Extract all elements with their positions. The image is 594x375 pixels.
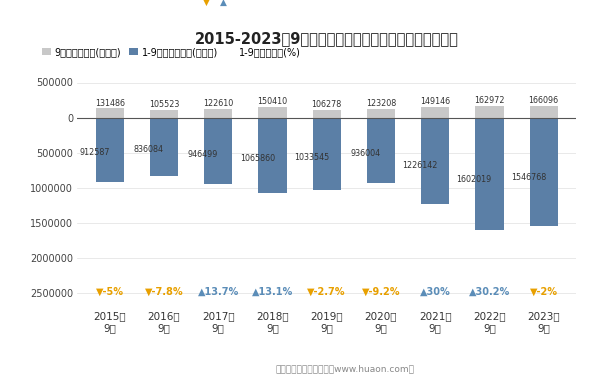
Text: 1226142: 1226142: [402, 160, 438, 170]
Bar: [258, 107, 286, 118]
Bar: [475, 118, 504, 230]
Text: 149146: 149146: [420, 98, 450, 106]
Bar: [312, 110, 341, 118]
Text: 122610: 122610: [203, 99, 233, 108]
Text: 131486: 131486: [95, 99, 125, 108]
Bar: [367, 109, 395, 118]
Text: 1546768: 1546768: [511, 173, 546, 182]
Text: 105523: 105523: [149, 100, 179, 109]
Text: ▼: ▼: [203, 0, 210, 8]
Bar: [96, 108, 124, 118]
Text: ▲30.2%: ▲30.2%: [469, 287, 510, 297]
Title: 2015-2023年9月江西省外商投资企业进出口总额统计图: 2015-2023年9月江西省外商投资企业进出口总额统计图: [195, 32, 459, 46]
Bar: [150, 110, 178, 118]
Text: 1065860: 1065860: [240, 154, 275, 164]
Text: ▼-7.8%: ▼-7.8%: [145, 287, 184, 297]
Text: ▼-9.2%: ▼-9.2%: [362, 287, 400, 297]
Text: 1602019: 1602019: [457, 175, 492, 184]
Bar: [312, 118, 341, 190]
Text: 1033545: 1033545: [294, 153, 329, 162]
Text: 162972: 162972: [474, 96, 505, 105]
Text: ▼-2%: ▼-2%: [530, 287, 558, 297]
Text: ▼-5%: ▼-5%: [96, 287, 124, 297]
Bar: [475, 106, 504, 118]
Bar: [258, 118, 286, 193]
Text: 836084: 836084: [134, 146, 164, 154]
Text: ▲13.7%: ▲13.7%: [198, 287, 239, 297]
Text: 123208: 123208: [366, 99, 396, 108]
Text: ▼-2.7%: ▼-2.7%: [308, 287, 346, 297]
Bar: [421, 107, 449, 118]
Text: 166096: 166096: [529, 96, 559, 105]
Bar: [529, 106, 558, 118]
Bar: [150, 118, 178, 177]
Text: 936004: 936004: [350, 149, 381, 158]
Bar: [367, 118, 395, 183]
Text: 150410: 150410: [257, 97, 287, 106]
Bar: [529, 118, 558, 226]
Legend: 9月进出口总额(万美元), 1-9月进出口总额(万美元), 1-9月同比增速(%): 9月进出口总额(万美元), 1-9月进出口总额(万美元), 1-9月同比增速(%…: [42, 47, 301, 57]
Bar: [96, 118, 124, 182]
Text: ▲13.1%: ▲13.1%: [252, 287, 293, 297]
Text: 946499: 946499: [188, 150, 218, 159]
Bar: [204, 109, 232, 118]
Text: ▲: ▲: [220, 0, 228, 8]
Bar: [421, 118, 449, 204]
Text: 106278: 106278: [312, 100, 342, 109]
Bar: [204, 118, 232, 184]
Text: 912587: 912587: [80, 148, 110, 158]
Text: 制图：华经产业研究院（www.huaon.com）: 制图：华经产业研究院（www.huaon.com）: [275, 364, 414, 373]
Text: ▲30%: ▲30%: [420, 287, 450, 297]
